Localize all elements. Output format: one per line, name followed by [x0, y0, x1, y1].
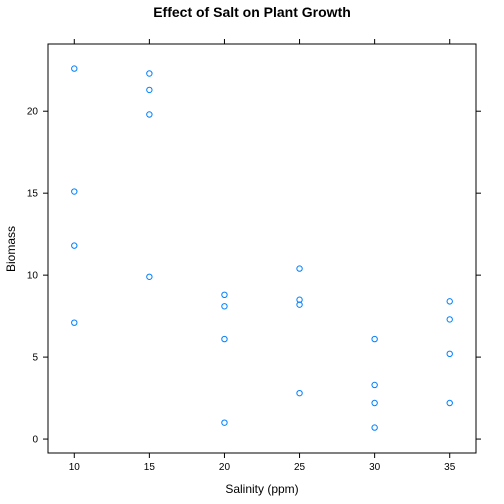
plot-frame	[47, 43, 477, 454]
data-point	[296, 389, 303, 397]
x-tick-label: 15	[144, 462, 156, 473]
x-tick-label: 30	[369, 462, 381, 473]
data-point	[221, 303, 228, 310]
x-axis-label: Salinity (ppm)	[225, 482, 298, 496]
data-point	[71, 319, 78, 326]
y-tick-label: 0	[32, 435, 38, 446]
y-tick-label: 15	[27, 189, 39, 200]
x-tick-label: 35	[444, 462, 456, 473]
y-tick-label: 5	[32, 353, 38, 364]
data-point	[71, 188, 78, 195]
data-point	[371, 399, 378, 407]
y-tick-label: 10	[27, 271, 39, 282]
data-point	[446, 316, 453, 323]
data-point	[146, 86, 153, 94]
chart-title: Effect of Salt on Plant Growth	[153, 4, 351, 20]
data-point	[446, 399, 453, 407]
data-point	[296, 301, 303, 308]
data-points	[71, 65, 453, 431]
data-point	[296, 265, 303, 272]
x-tick-label: 25	[294, 462, 306, 473]
data-point	[371, 424, 378, 431]
data-point	[146, 273, 153, 280]
data-point	[221, 419, 228, 426]
data-point	[71, 242, 78, 249]
data-point	[146, 111, 153, 118]
y-axis-label: Biomass	[4, 226, 18, 272]
data-point	[221, 291, 228, 299]
data-point	[146, 70, 153, 77]
data-point	[371, 381, 378, 389]
data-point	[221, 335, 228, 343]
x-tick-label: 10	[69, 462, 81, 473]
data-point	[446, 298, 453, 305]
x-tick-label: 20	[219, 462, 231, 473]
y-tick-label: 20	[27, 107, 39, 118]
data-point	[71, 65, 78, 72]
data-point	[371, 335, 378, 343]
data-point	[446, 350, 453, 358]
axis-ticks: 10 15 20 25 30 35 0 5 10 15 20	[27, 39, 481, 473]
